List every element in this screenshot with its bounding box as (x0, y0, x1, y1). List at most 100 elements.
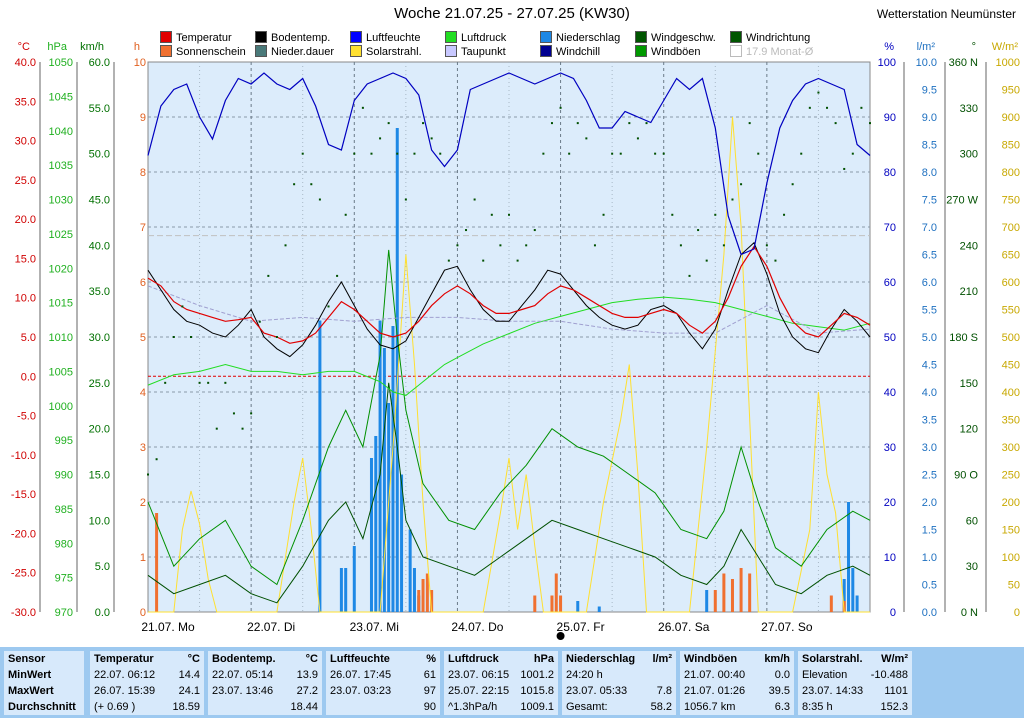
stats-header: Solarstrahl. W/m² (798, 651, 912, 667)
legend-label: Windgeschw. (651, 32, 716, 44)
sunshine-bar (739, 568, 743, 612)
stats-header: Windböen km/h (680, 651, 794, 667)
pressure-axis-tick: 990 (55, 470, 73, 482)
wind-direction-dot (826, 106, 829, 109)
humidity-axis-tick: 80 (884, 167, 896, 179)
stats-cell: Temperatur (94, 653, 154, 665)
legend-label: 17.9 Monat-Ø (746, 46, 814, 58)
stats-row: 26.07. 17:45 61 (326, 667, 440, 683)
pressure-axis-tick: 970 (55, 607, 73, 619)
legend-swatch (255, 45, 267, 57)
stats-row-labels: Sensor MinWert MaxWert Durchschnitt (4, 651, 84, 715)
legend-swatch (540, 31, 552, 43)
sunshine-bar (829, 595, 833, 612)
stats-row: 23.07. 06:15 1001.2 (444, 667, 558, 683)
rain-axis-tick: 1.5 (922, 525, 937, 537)
wind-direction-dot (250, 412, 253, 415)
wind-direction-dot (207, 381, 210, 384)
stats-cell: 1101 (884, 685, 908, 697)
humidity-axis-tick: 40 (884, 387, 896, 399)
sun-axis-tick: 2 (140, 497, 146, 509)
wind-direction-dot (336, 274, 339, 277)
wind-direction-dot (559, 106, 562, 109)
wind-direction-dot (258, 320, 261, 323)
stats-cell: l/m² (652, 653, 672, 665)
stats-row: MinWert (4, 667, 84, 683)
wind-direction-dot (714, 213, 717, 216)
stats-row: 18.44 (208, 699, 322, 715)
stats-header: Temperatur °C (90, 651, 204, 667)
wind-direction-dot (800, 152, 803, 155)
wind-direction-dot (688, 274, 691, 277)
stats-cell: (+ 0.69 ) (94, 701, 136, 713)
stats-cell: Bodentemp. (212, 653, 276, 665)
wind-direction-dot (155, 458, 158, 461)
humidity-axis-tick: 60 (884, 277, 896, 289)
direction-axis-tick: 180 S (949, 332, 978, 344)
sunshine-bar (550, 595, 554, 612)
direction-axis-tick: 240 (960, 240, 978, 252)
wind-direction-dot (851, 152, 854, 155)
legend-item: Windgeschw. (635, 31, 716, 44)
wind-direction-dot (198, 381, 201, 384)
legend-label: Temperatur (176, 32, 232, 44)
legend-label: Luftdruck (461, 32, 507, 44)
wind-direction-dot (774, 259, 777, 262)
humidity-axis-tick: 100 (878, 57, 896, 69)
sun-axis-tick: 10 (134, 57, 146, 69)
wind-axis-tick: 5.0 (95, 561, 110, 573)
day-label: 24.07. Do (451, 620, 503, 634)
stats-cell: 26.07. 15:39 (94, 685, 156, 697)
solar-axis-tick: 200 (1002, 497, 1020, 509)
wind-direction-dot (499, 244, 502, 247)
solar-axis-tick: 850 (1002, 140, 1020, 152)
solar-axis-tick: 0 (1014, 607, 1020, 619)
day-label: 22.07. Di (247, 620, 295, 634)
solar-axis-tick: 450 (1002, 360, 1020, 372)
rain-bar (395, 128, 399, 612)
solar-axis-tick: 550 (1002, 305, 1020, 317)
legend-item: Luftdruck (445, 31, 506, 44)
stats-block-6: Solarstrahl. W/m² Elevation -10.488 23.07. 1… (798, 651, 912, 715)
legend-swatch (445, 45, 457, 57)
stats-cell: Elevation (802, 669, 848, 681)
stats-row: 23.07. 05:33 7.8 (562, 683, 676, 699)
wind-direction-dot (447, 259, 450, 262)
legend-label: Windchill (556, 46, 601, 58)
wind-direction-dot (834, 122, 837, 125)
wind-direction-dot (215, 427, 218, 430)
wind-direction-dot (843, 167, 846, 170)
legend-swatch (350, 45, 362, 57)
rain-axis-tick: 3.0 (922, 442, 937, 454)
stats-row: 25.07. 22:15 1015.8 (444, 683, 558, 699)
wind-direction-dot (576, 122, 579, 125)
rain-bar (318, 320, 322, 612)
temp-axis-tick: 5.0 (21, 332, 36, 344)
wind-direction-dot (301, 152, 304, 155)
solar-line (148, 116, 870, 613)
legend-swatch (635, 45, 647, 57)
wind-direction-dot (525, 244, 528, 247)
sunshine-bar (713, 590, 717, 612)
stats-row: 23.07. 14:33 1101 (798, 683, 912, 699)
sun-axis-tick: 7 (140, 222, 146, 234)
day-label: 26.07. Sa (658, 620, 710, 634)
temp-axis-tick: 30.0 (15, 136, 36, 148)
temp-axis-tick: 0.0 (21, 371, 36, 383)
rain-axis-tick: 6.0 (922, 277, 937, 289)
humidity-axis-tick: 20 (884, 497, 896, 509)
humidity-axis-tick: 90 (884, 112, 896, 124)
solar-axis-tick: 100 (1002, 552, 1020, 564)
stats-cell: W/m² (881, 653, 908, 665)
weather-chart: 40.035.030.025.020.015.010.05.00.0-5.0-1… (11, 41, 1020, 640)
stats-cell: Luftfeuchte (330, 653, 390, 665)
pressure-axis-tick: 985 (55, 504, 73, 516)
stats-row: 1056.7 km 6.3 (680, 699, 794, 715)
legend-label: Solarstrahl. (366, 46, 422, 58)
direction-axis-tick: 0 N (961, 607, 978, 619)
sun-axis-tick: 9 (140, 112, 146, 124)
wind-direction-dot (783, 213, 786, 216)
legend-swatch (350, 31, 362, 43)
pressure-axis-tick: 1010 (49, 332, 73, 344)
temp-axis-tick: 25.0 (15, 175, 36, 187)
